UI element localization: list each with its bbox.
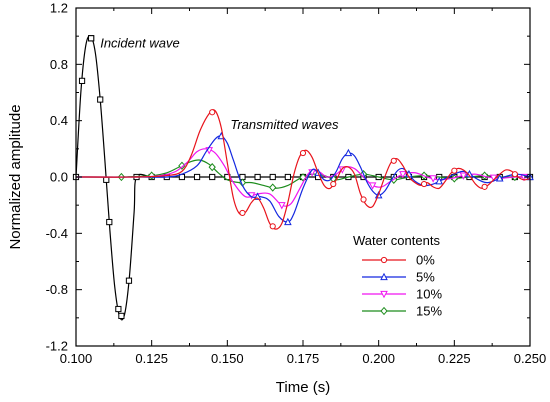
data-point-0pct-9 <box>481 183 488 190</box>
x-tick-label-2: 0.150 <box>211 351 244 366</box>
legend: Water contents 0% 5% 10% 15% <box>353 233 442 319</box>
series-0pct <box>75 109 531 230</box>
y-tick-label-5: -0.8 <box>46 282 68 297</box>
data-point-incident-4 <box>115 305 122 313</box>
x-tick-label-4: 0.200 <box>362 351 395 366</box>
legend-swatch-marker <box>380 272 388 281</box>
data-point-15pct-1 <box>148 171 156 180</box>
series-line-10pct <box>75 148 531 207</box>
legend-swatch-marker <box>380 306 388 316</box>
axes-layer: 0.100 0.125 0.150 0.175 0.200 0.225 0.250 1.2 0.… <box>46 1 547 367</box>
data-point-incident-0 <box>78 77 86 84</box>
transmitted-waves-annotation: Transmitted waves <box>230 117 339 132</box>
data-point-10pct-7 <box>429 175 437 183</box>
data-point-10pct-2 <box>277 202 286 210</box>
data-point-5pct-4 <box>344 148 353 157</box>
data-point-5pct-9 <box>495 174 504 182</box>
legend-label: 10% <box>416 287 442 302</box>
data-point-0pct-4 <box>330 180 337 188</box>
data-point-incident-3 <box>106 218 113 226</box>
data-point-15pct-5 <box>269 183 277 192</box>
legend-title: Water contents <box>353 233 440 248</box>
data-point-0pct-1 <box>239 209 246 217</box>
incident-wave-annotation: Incident wave <box>100 35 180 50</box>
legend-label: 15% <box>416 304 442 319</box>
x-tick-label-6: 0.250 <box>514 351 547 366</box>
data-point-incident-5 <box>125 277 133 284</box>
data-point-5pct-2 <box>284 217 292 226</box>
data-point-15pct-3 <box>208 162 216 172</box>
data-point-incident-8 <box>103 176 110 183</box>
x-tick-label-3: 0.175 <box>287 351 320 366</box>
y-axis-title: Normalized amplitude <box>7 104 24 249</box>
data-point-0pct-8 <box>451 167 458 174</box>
legend-swatch-marker <box>380 256 388 264</box>
data-point-incident-20 <box>284 173 291 181</box>
data-point-10pct-8 <box>459 172 468 180</box>
series-line-5pct <box>75 135 531 223</box>
y-tick-label-6: -1.2 <box>46 339 68 354</box>
y-tick-label-0: 1.2 <box>50 1 68 16</box>
legend-label: 0% <box>416 253 435 268</box>
data-point-incident-14 <box>193 173 201 181</box>
x-axis-title: Time (s) <box>276 379 330 396</box>
data-point-10pct-6 <box>399 171 407 179</box>
data-point-incident-9 <box>118 312 125 319</box>
data-point-5pct-7 <box>435 176 444 185</box>
data-point-incident-2 <box>97 96 104 103</box>
data-point-15pct-12 <box>480 171 489 180</box>
data-point-10pct-5 <box>368 182 377 190</box>
data-point-0pct-2 <box>269 223 276 230</box>
data-point-0pct-5 <box>360 196 367 203</box>
data-point-incident-7 <box>88 35 95 42</box>
data-point-incident-15 <box>209 173 216 181</box>
data-point-0pct-3 <box>299 149 307 157</box>
y-tick-label-1: 0.8 <box>50 57 68 72</box>
legend-item-10pct: 10% <box>362 287 442 302</box>
legend-item-0pct: 0% <box>362 253 435 268</box>
data-point-incident-19 <box>269 173 276 181</box>
data-point-0pct-10 <box>511 171 518 178</box>
y-tick-label-2: 0.4 <box>50 113 68 128</box>
x-tick-label-5: 0.225 <box>438 351 471 366</box>
series-layer <box>72 35 534 321</box>
legend-label: 5% <box>416 270 435 285</box>
y-tick-label-4: -0.4 <box>46 226 68 241</box>
legend-swatch-marker <box>380 290 388 299</box>
data-point-incident-18 <box>254 173 261 181</box>
x-tick-label-1: 0.125 <box>135 351 168 366</box>
legend-item-5pct: 5% <box>362 270 435 285</box>
series-line-0pct <box>75 109 531 230</box>
data-point-0pct-6 <box>390 157 397 164</box>
x-tick-label-0: 0.100 <box>60 351 93 366</box>
data-point-0pct-7 <box>420 180 428 188</box>
y-tick-label-3: 0.0 <box>50 170 68 185</box>
data-point-0pct-0 <box>209 109 216 116</box>
legend-item-15pct: 15% <box>362 304 442 319</box>
